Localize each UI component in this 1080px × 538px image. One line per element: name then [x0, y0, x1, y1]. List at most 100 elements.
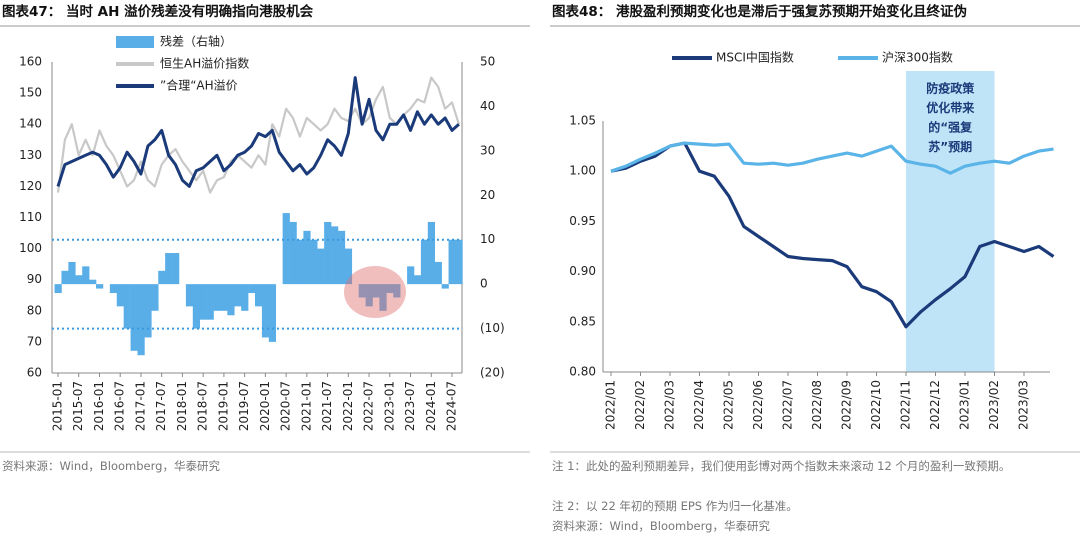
residual-bar	[68, 261, 76, 285]
residual-bar	[123, 284, 131, 329]
x-tick-label: 2022/10	[869, 380, 883, 430]
source: 资料来源：Wind，Bloomberg，华泰研究	[552, 519, 770, 533]
residual-bar	[130, 284, 138, 351]
y-tick-label: 70	[27, 334, 42, 348]
residual-bar	[255, 284, 263, 307]
legend-swatch	[116, 36, 154, 48]
residual-bar	[158, 270, 166, 285]
residual-bar	[296, 239, 304, 285]
residual-bar	[282, 213, 290, 285]
residual-bar	[213, 284, 221, 311]
residual-bar	[407, 266, 415, 285]
residual-bar	[89, 279, 97, 285]
residual-bar	[199, 284, 207, 320]
annotation: 防疫政策	[926, 81, 975, 96]
residual-bar	[75, 275, 83, 285]
residual-bar	[234, 284, 242, 307]
x-tick-label: 2023-01	[382, 381, 396, 431]
residual-bar	[116, 284, 124, 307]
annotation: 苏”预期	[928, 139, 972, 154]
x-tick-label: 2024-07	[445, 381, 459, 431]
y-tick-label: 150	[19, 86, 42, 100]
y-tick-label: 100	[19, 241, 42, 255]
residual-bar	[192, 284, 201, 329]
charts: 图表47： 当时 AH 溢价残差没有明确指向港股机会 图表48： 港股盈利预期变…	[0, 3, 1080, 453]
y-tick-label: 50	[480, 55, 495, 69]
x-tick-label: 2017-01	[133, 381, 147, 431]
x-tick-label: 2019-07	[237, 381, 251, 431]
legend-label: MSCI中国指数	[716, 50, 794, 65]
annotation: 的“强复	[928, 120, 973, 135]
residual-bar	[268, 284, 277, 342]
residual-bar	[337, 230, 346, 285]
residual-bar	[185, 284, 194, 307]
x-tick-label: 2022/01	[604, 380, 618, 430]
residual-bar	[372, 284, 380, 298]
x-tick-label: 2016-07	[113, 381, 127, 431]
shade	[906, 71, 995, 372]
chart-title: 图表47： 当时 AH 溢价残差没有明确指向港股机会	[2, 3, 314, 20]
x-tick-label: 2023/03	[1017, 380, 1031, 430]
residual-bar	[317, 248, 325, 285]
x-tick-label: 2020-01	[258, 381, 272, 431]
x-tick-label: 2015-07	[71, 381, 85, 431]
residual-bar	[379, 284, 387, 311]
residual-bar	[413, 275, 422, 285]
x-tick-label: 2022-01	[341, 381, 355, 431]
residual-bar	[386, 284, 394, 294]
residual-bar	[427, 221, 436, 285]
residual-bar	[109, 284, 118, 294]
x-tick-label: 2020-07	[279, 381, 293, 431]
x-tick-label: 2022/05	[722, 380, 736, 430]
residual-bar	[448, 239, 456, 285]
x-tick-label: 2023/01	[958, 380, 972, 430]
x-tick-label: 2021-07	[320, 381, 334, 431]
y-tick-label: 20	[480, 188, 495, 202]
residual-bar	[344, 248, 353, 285]
x-tick-label: 2022/02	[633, 380, 647, 430]
x-tick-label: 2019-01	[216, 381, 230, 431]
annotation: 优化带来	[926, 100, 975, 115]
residual-bar	[310, 239, 318, 285]
residual-bar	[227, 284, 235, 316]
residual-bar	[261, 284, 270, 338]
note: 注 2：以 22 年初的预期 EPS 作为归一化基准。	[552, 499, 798, 513]
x-tick-label: 2022/06	[751, 380, 765, 430]
residual-bar	[289, 221, 297, 285]
highlight	[344, 266, 406, 318]
residual-bar	[172, 253, 180, 285]
x-tick-label: 2022/09	[840, 380, 854, 430]
y-tick-label: 10	[480, 232, 495, 246]
y-tick-label: 40	[480, 99, 495, 113]
y-tick-label: 0.80	[569, 365, 596, 379]
x-tick-label: 2022/03	[663, 380, 677, 430]
y-tick-label: 90	[27, 272, 42, 286]
x-tick-label: 2024-01	[424, 381, 438, 431]
residual-bar	[393, 284, 401, 298]
y-tick-label: 60	[27, 366, 42, 380]
residual-bar	[151, 284, 159, 311]
x-tick-label: 2015-01	[51, 381, 65, 431]
residual-bar	[324, 221, 332, 285]
residual-bar	[331, 226, 339, 285]
residual-bar	[61, 270, 69, 285]
residual-bar	[220, 284, 228, 311]
y-tick-label: (20)	[480, 366, 505, 380]
plot-layer: 60 70 80 90 100 110 120 130 140 150 160 (20) (10) 0 10…	[19, 34, 1055, 431]
y-tick-label: 140	[19, 117, 42, 131]
y-tick-label: 1.00	[569, 164, 596, 178]
residual-bar	[303, 230, 311, 285]
y-tick-label: 110	[19, 210, 42, 224]
x-tick-label: 2022/11	[899, 380, 913, 430]
residual-bar	[241, 284, 249, 311]
residual-bar	[82, 266, 90, 285]
x-tick-label: 2023-07	[403, 381, 417, 431]
x-tick-label: 2022/04	[692, 380, 706, 430]
x-tick-label: 2021-01	[299, 381, 313, 431]
y-tick-label: 160	[19, 55, 42, 69]
x-tick-label: 2022/07	[781, 380, 795, 430]
residual-bar	[358, 284, 366, 298]
residual-bar	[137, 284, 145, 356]
residual-bar	[96, 284, 104, 289]
residual-bar	[455, 239, 463, 285]
